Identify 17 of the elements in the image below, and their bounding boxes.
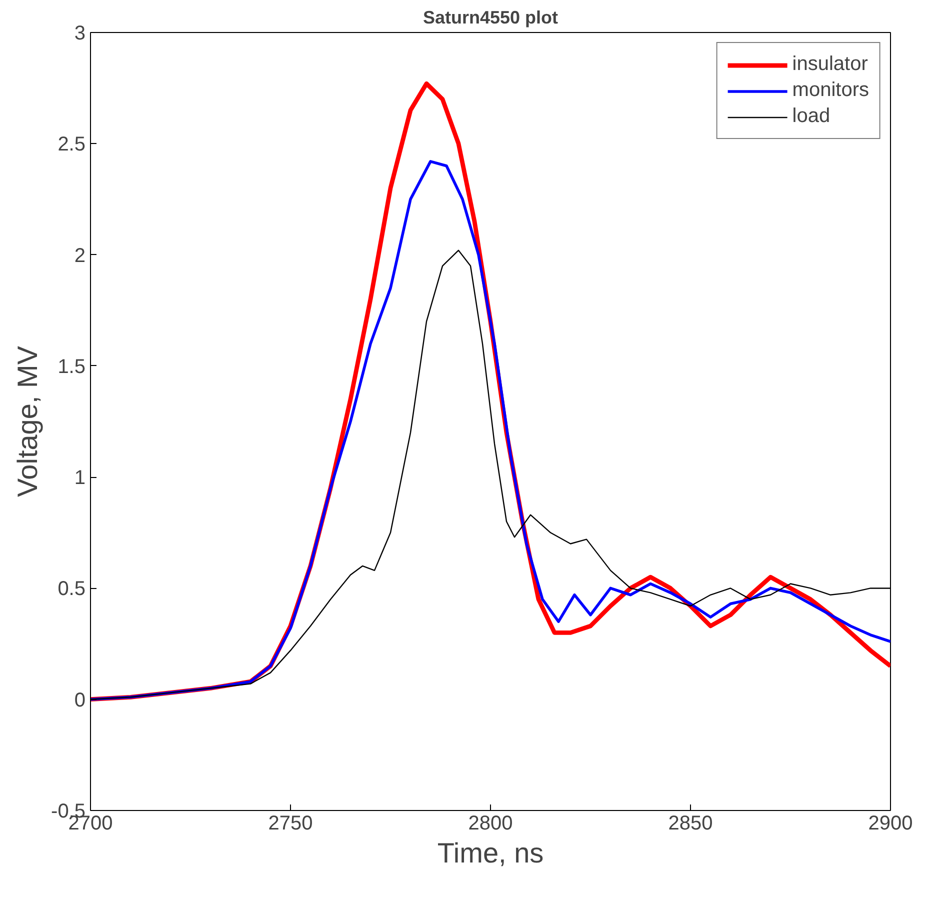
legend-label: load xyxy=(792,105,830,128)
y-axis-title: Voltage, MV xyxy=(12,346,44,497)
chart-title: Saturn4550 plot xyxy=(422,8,558,28)
y-tick-label: 2.5 xyxy=(58,134,86,156)
y-tick-label: 0 xyxy=(74,689,86,712)
x-tick-label: 2850 xyxy=(668,812,713,834)
y-tick-label: 1.5 xyxy=(58,356,86,378)
legend-label: monitors xyxy=(792,79,869,102)
y-tick-label: 2 xyxy=(74,244,86,267)
y-tick-label: 0.5 xyxy=(58,578,86,600)
x-tick-label: 2800 xyxy=(468,812,513,834)
x-tick-label: 2750 xyxy=(268,812,313,834)
y-tick-label: 1 xyxy=(74,467,86,490)
legend-label: insulator xyxy=(792,53,868,76)
y-tick-label: 3 xyxy=(74,22,86,44)
x-axis-title: Time, ns xyxy=(437,838,544,868)
x-tick-label: 2900 xyxy=(868,812,913,834)
